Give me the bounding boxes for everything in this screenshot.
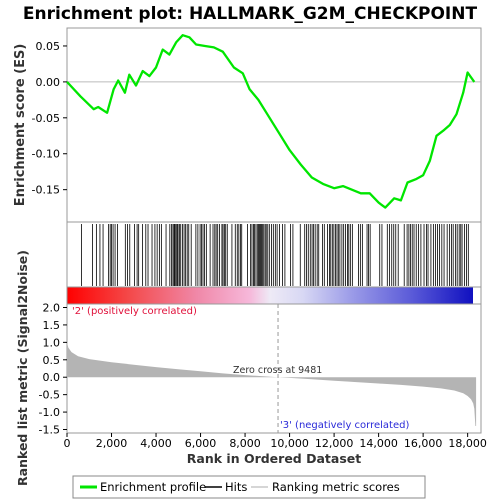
- metric-y-tick-label: -0.5: [39, 389, 60, 402]
- chart-title: Enrichment plot: HALLMARK_G2M_CHECKPOINT: [23, 4, 478, 24]
- legend: Enrichment profile Hits Ranking metric s…: [72, 475, 426, 499]
- legend-item-enrichment: Enrichment profile: [100, 480, 206, 494]
- x-axis: 0 2,000 4,000 6,000 8,000 10,000 12,000 14,000 1…: [64, 433, 487, 450]
- x-tick-label: 8,000: [229, 437, 261, 450]
- metric-y-tick-label: 0.5: [43, 354, 61, 367]
- es-panel: 0.05 0.00 -0.05 -0.10 -0.15 Enrichment score…: [13, 27, 482, 223]
- hits-frame: [66, 221, 482, 288]
- metric-panel: 2.0 1.5 1.0 0.5 0.0 -0.5 -1.0 -1.5 0 2,000 4,000 6…: [15, 250, 487, 486]
- es-y-tick-label: -0.05: [32, 112, 60, 125]
- x-tick-label: 16,000: [404, 437, 443, 450]
- positive-correlation-label: '2' (positively correlated): [72, 306, 197, 317]
- x-tick-label: 6,000: [185, 437, 217, 450]
- legend-item-metric: Ranking metric scores: [272, 480, 400, 494]
- hits-panel: [66, 221, 482, 288]
- es-y-tick-label: -0.10: [32, 148, 60, 161]
- x-tick-label: 18,000: [448, 437, 487, 450]
- metric-y-tick-label: 1.5: [43, 319, 61, 332]
- x-tick-label: 4,000: [140, 437, 172, 450]
- x-tick-label: 0: [64, 437, 71, 450]
- x-axis-label: Rank in Ordered Dataset: [187, 451, 361, 466]
- metric-y-tick-label: 0.0: [43, 371, 61, 384]
- x-tick-label: 14,000: [359, 437, 398, 450]
- rank-color-bar: [67, 287, 473, 304]
- es-y-axis-label: Enrichment score (ES): [13, 44, 28, 207]
- metric-y-tick-label: -1.0: [39, 406, 60, 419]
- legend-box: [72, 475, 426, 499]
- x-tick-label: 2,000: [96, 437, 128, 450]
- x-tick-label: 10,000: [270, 437, 309, 450]
- es-y-tick-label: 0.00: [36, 76, 61, 89]
- metric-y-axis-label: Ranked list metric (Signal2Noise): [15, 250, 30, 486]
- x-tick-label: 12,000: [315, 437, 354, 450]
- zero-cross-label: Zero cross at 9481: [233, 365, 322, 376]
- metric-y-axis: 2.0 1.5 1.0 0.5 0.0 -0.5 -1.0 -1.5: [39, 301, 67, 437]
- metric-y-tick-label: 1.0: [43, 336, 61, 349]
- legend-item-hits: Hits: [225, 480, 247, 494]
- es-y-axis: 0.05 0.00 -0.05 -0.10 -0.15: [32, 40, 67, 197]
- enrichment-profile-line: [66, 34, 476, 209]
- es-y-tick-label: -0.15: [32, 184, 60, 197]
- negative-correlation-label: '3' (negatively correlated): [280, 420, 409, 431]
- metric-area: [67, 342, 477, 426]
- es-y-tick-label: 0.05: [36, 40, 61, 53]
- hit-marks: [81, 224, 469, 286]
- metric-y-tick-label: 2.0: [43, 301, 61, 314]
- metric-y-tick-label: -1.5: [39, 424, 60, 437]
